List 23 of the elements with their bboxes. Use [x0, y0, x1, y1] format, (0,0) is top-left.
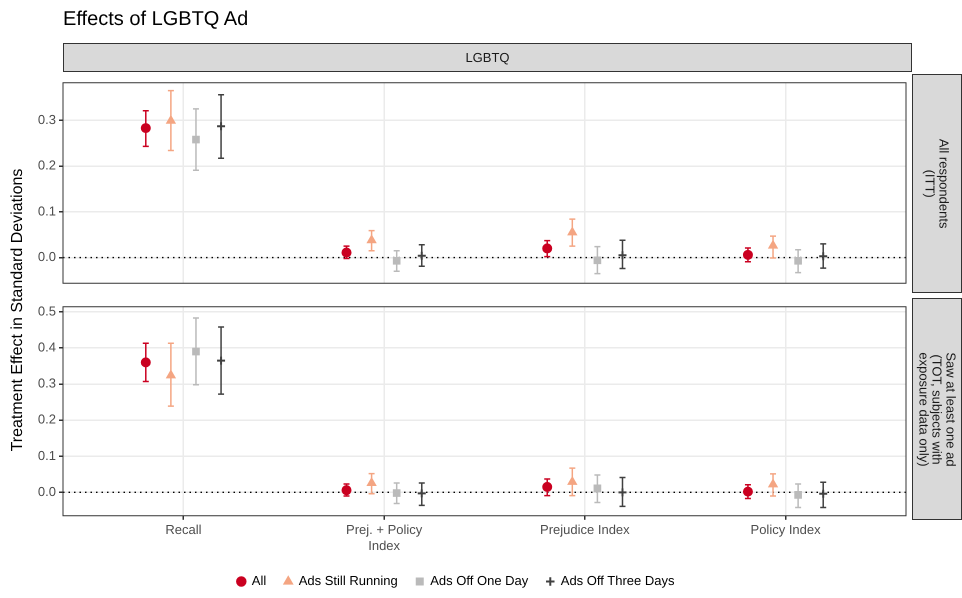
chart-subtitle: LGBTQ — [63, 43, 912, 72]
text: All respondents (ITT) — [923, 138, 952, 228]
legend-label: Ads Off One Day — [430, 573, 529, 588]
legend-label: All — [252, 573, 266, 588]
x-tick-label: Prejudice Index — [540, 522, 630, 538]
y-axis-title: Treatment Effect in Standard Deviations — [9, 168, 27, 452]
y-tick-label: 0.2 — [38, 158, 56, 173]
x-tick-label: Policy Index — [750, 522, 822, 538]
y-tick-label: 0.2 — [38, 412, 56, 427]
y-tick-label: 0.4 — [38, 340, 56, 355]
x-tick-label: Recall — [165, 522, 202, 538]
y-tick-label: 0.0 — [38, 484, 56, 499]
y-tick-label: 0.0 — [38, 249, 56, 264]
y-tick-label: 0.1 — [38, 448, 56, 463]
x-tick-label: Prej. + Policy Index — [346, 522, 423, 553]
legend-label: Ads Still Running — [298, 573, 398, 588]
y-tick-label: 0.5 — [38, 303, 56, 318]
y-tick-label: 0.3 — [38, 112, 56, 127]
y-tick-label: 0.3 — [38, 376, 56, 391]
y-tick-label: 0.1 — [38, 203, 56, 218]
chart-title: Effects of LGBTQ Ad — [63, 8, 248, 31]
legend-label: Ads Off Three Days — [560, 573, 675, 588]
text: Saw at least one ad (TOT, subjects with exposure data only) — [916, 352, 958, 466]
